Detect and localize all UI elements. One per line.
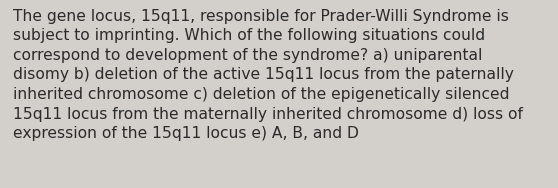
Text: The gene locus, 15q11, responsible for Prader-Willi Syndrome is
subject to impri: The gene locus, 15q11, responsible for P… bbox=[13, 9, 523, 141]
